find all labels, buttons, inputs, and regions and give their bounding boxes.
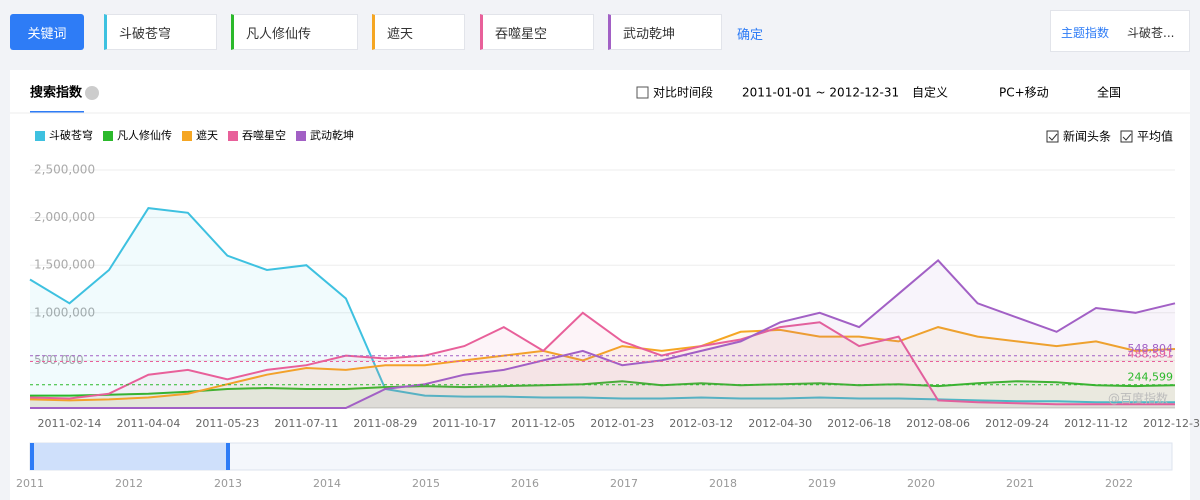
series-area [30,381,1175,408]
y-tick-label: 1,500,000 [34,258,95,272]
series-line [29,326,1176,402]
compare-label: 对比时间段 [653,85,713,100]
keyword-chip[interactable]: 斗破苍穹 [104,14,217,50]
timeline-year: 2013 [214,477,242,490]
option-checkbox [1120,130,1133,143]
check [1122,133,1132,141]
legend-label: 吞噬星空 [242,128,286,142]
timeline-year: 2022 [1105,477,1133,490]
x-tick-label: 2012-01-23 [590,417,654,430]
keyword-chip[interactable]: 武动乾坤 [608,14,722,50]
series-line [29,207,1175,404]
device-select: PC+移动 [999,86,1049,100]
legend-swatch [296,131,306,141]
slider-handle [30,443,34,470]
option-label: 平均值 [1137,129,1173,144]
keyword-chip[interactable]: 凡人修仙传 [231,14,358,50]
legend-label: 武动乾坤 [310,128,354,142]
timeline-year: 2017 [610,477,638,490]
timeline-year: 2021 [1006,477,1034,490]
series-area [30,327,1175,408]
confirm-button[interactable]: 确定 [737,28,764,43]
help-icon [85,86,99,100]
series-line [30,380,1176,397]
legend-label: 遮天 [196,128,218,142]
average-label: 548,804 [1128,342,1174,355]
check [1048,133,1058,141]
option-checkbox [1046,130,1059,143]
series-area [30,312,1175,408]
y-tick-label: 500,000 [34,353,84,367]
y-tick-label: 2,500,000 [34,163,95,177]
keyword-tab[interactable]: 关键词 [10,14,84,50]
legend-swatch [103,131,113,141]
timeline-year: 2016 [511,477,539,490]
x-tick-label: 2011-05-23 [195,417,259,430]
x-tick-label: 2012-04-30 [748,417,812,430]
average-label: 488,591 [1128,347,1174,360]
x-tick-label: 2012-12-31 [1143,417,1200,430]
x-tick-label: 2011-02-14 [38,417,102,430]
legend-swatch [182,131,192,141]
x-tick-label: 2011-12-05 [511,417,575,430]
legend-label: 凡人修仙传 [117,128,172,142]
keyword-chip[interactable]: 吞噬星空 [480,14,594,50]
x-tick-label: 2012-03-12 [669,417,733,430]
timeline-year: 2015 [412,477,440,490]
series-area [30,208,1175,408]
compare-checkbox [636,86,649,99]
slider-handle [226,443,230,470]
topic-label: 主题指数 [1061,26,1110,40]
timeline-year: 2020 [907,477,935,490]
x-tick-label: 2012-08-06 [906,417,970,430]
mode-select: 自定义 [912,85,948,100]
topic-keyword: 斗破苍... [1127,26,1175,40]
timeline-year: 2011 [16,477,44,490]
date-range: 2011-01-01 ~ 2012-12-31 [742,86,899,100]
legend-label: 斗破苍穹 [49,128,93,142]
average-label: 244,599 [1128,371,1174,384]
topic-box[interactable]: 主题指数 斗破苍... [1050,10,1190,52]
watermark: @百度指数 [1108,391,1168,406]
series-area [30,260,1175,408]
x-tick-label: 2011-04-04 [116,417,180,430]
timeline-year: 2012 [115,477,143,490]
panel [10,70,1190,500]
x-tick-label: 2011-10-17 [432,417,496,430]
timeline-year: 2014 [313,477,341,490]
panel-title: 搜索指数 [30,85,83,101]
timeline-year: 2018 [709,477,737,490]
option-label: 新闻头条 [1063,129,1111,144]
slider-window [32,443,228,470]
region-select: 全国 [1097,85,1121,100]
legend-swatch [228,131,238,141]
x-tick-label: 2011-08-29 [353,417,417,430]
series-line [29,311,1175,406]
legend-swatch [35,131,45,141]
x-tick-label: 2011-07-11 [274,417,338,430]
series-line [30,259,1176,409]
timeline-year: 2019 [808,477,836,490]
x-tick-label: 2012-11-12 [1064,417,1128,430]
x-tick-label: 2012-09-24 [985,417,1049,430]
y-tick-label: 2,000,000 [34,210,95,224]
keyword-chip[interactable]: 遮天 [372,14,465,50]
y-tick-label: 1,000,000 [34,305,95,319]
x-tick-label: 2012-06-18 [827,417,891,430]
